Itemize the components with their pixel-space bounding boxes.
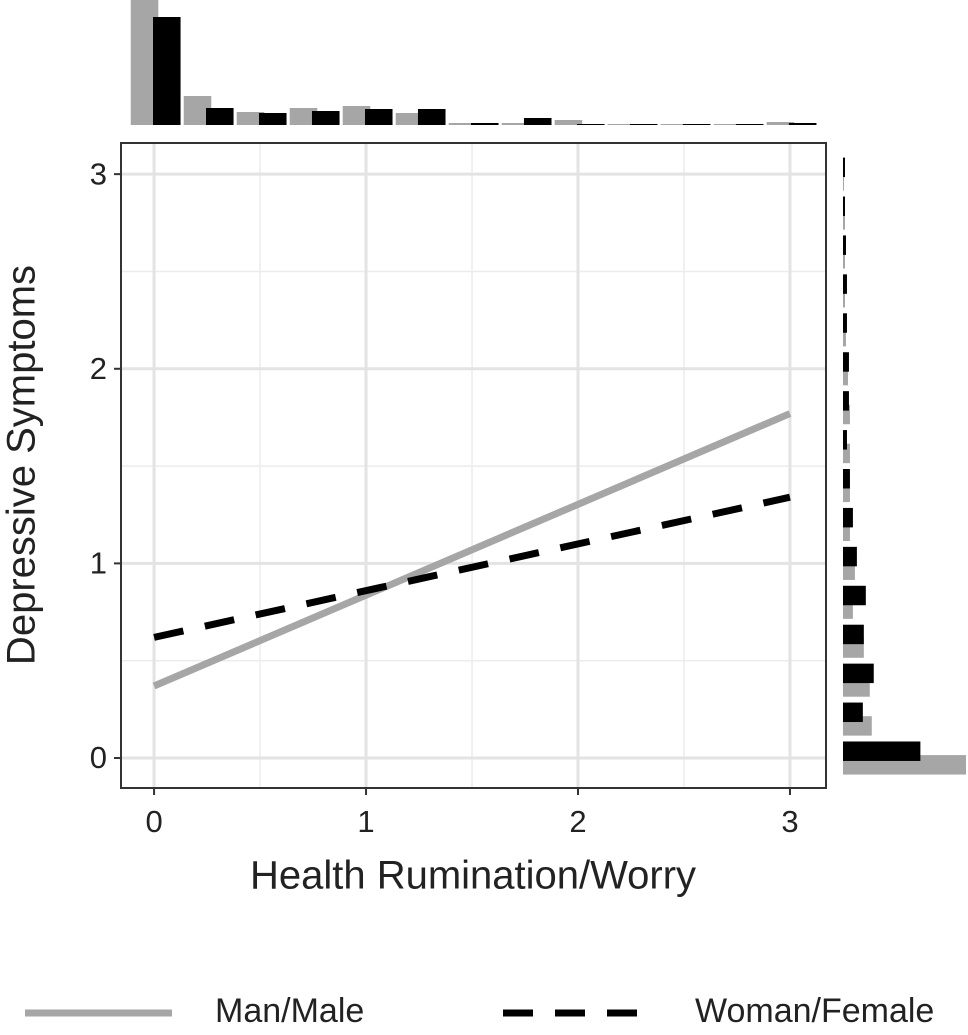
right-histogram-bar xyxy=(843,171,844,191)
x-axis-title: Health Rumination/Worry xyxy=(250,854,696,898)
right-histogram-bar xyxy=(843,404,850,425)
top-histogram-bar xyxy=(153,17,181,125)
y-tick-label: 1 xyxy=(90,546,107,581)
right-histogram-bar xyxy=(843,210,845,230)
top-histogram-bar xyxy=(342,106,371,125)
top-histogram-bar xyxy=(607,124,636,125)
right-histogram-bar xyxy=(843,624,864,645)
right-histogram-bar xyxy=(843,196,845,216)
x-tick-label: 2 xyxy=(569,804,586,839)
legend-label: Man/Male xyxy=(215,992,364,1030)
top-histogram-bar xyxy=(682,124,711,125)
y-tick-label: 3 xyxy=(90,156,107,191)
top-histogram-bar xyxy=(554,120,583,125)
right-histogram-bar xyxy=(843,157,845,178)
top-histogram-bar xyxy=(523,118,552,125)
series-line xyxy=(153,493,791,641)
top-histogram-bar xyxy=(364,109,393,125)
right-histogram-bar xyxy=(843,365,848,386)
right-histogram-bar xyxy=(843,326,846,347)
right-histogram-bar xyxy=(843,313,847,333)
right-histogram-bar xyxy=(843,391,849,411)
top-histogram-bar xyxy=(576,124,605,125)
x-tick-label: 1 xyxy=(357,804,374,839)
right-histogram-bar xyxy=(843,352,849,372)
right-histogram-bar xyxy=(843,274,847,294)
right-histogram-bar xyxy=(843,507,853,528)
y-tick-label: 2 xyxy=(90,351,107,386)
right-histogram-bar xyxy=(843,741,921,761)
x-tick-label: 3 xyxy=(781,804,798,839)
top-histogram-bar xyxy=(629,124,658,125)
top-histogram-bar xyxy=(205,108,234,125)
top-histogram-bar xyxy=(236,112,265,125)
top-histogram-bar xyxy=(788,123,817,125)
top-histogram-bar xyxy=(258,113,287,125)
right-histogram-bar xyxy=(843,599,853,619)
right-histogram-bar xyxy=(843,546,857,567)
panel-border xyxy=(120,142,827,789)
right-histogram-bar xyxy=(843,702,863,723)
legend-label: Woman/Female xyxy=(695,992,934,1030)
top-histogram-bar xyxy=(311,111,340,125)
right-histogram-bar xyxy=(843,249,845,269)
x-tick-label: 0 xyxy=(145,804,162,839)
y-axis-title: Depressive Symptoms xyxy=(0,265,44,665)
top-histogram-bar xyxy=(470,123,499,125)
right-histogram-bar xyxy=(843,443,850,464)
right-histogram-bar xyxy=(843,235,846,255)
right-histogram-bar xyxy=(843,287,845,308)
series-line xyxy=(152,410,792,690)
right-histogram-bar xyxy=(843,585,866,606)
top-histogram-bar xyxy=(766,122,795,125)
y-tick-label: 0 xyxy=(90,740,107,775)
top-histogram-bar xyxy=(448,123,477,125)
top-histogram-bar xyxy=(501,123,530,125)
top-histogram-bar xyxy=(735,124,764,125)
top-histogram-bar xyxy=(289,108,318,125)
right-histogram-bar xyxy=(843,521,850,542)
right-histogram-bar xyxy=(843,560,855,580)
right-histogram-bar xyxy=(843,430,847,450)
right-histogram-bar xyxy=(843,663,874,684)
top-histogram-bar xyxy=(713,124,742,125)
right-histogram-bar xyxy=(843,482,850,503)
top-histogram-bar xyxy=(660,124,689,125)
top-histogram-bar xyxy=(417,109,446,125)
right-histogram-bar xyxy=(843,469,850,489)
top-histogram-bar xyxy=(395,113,424,125)
